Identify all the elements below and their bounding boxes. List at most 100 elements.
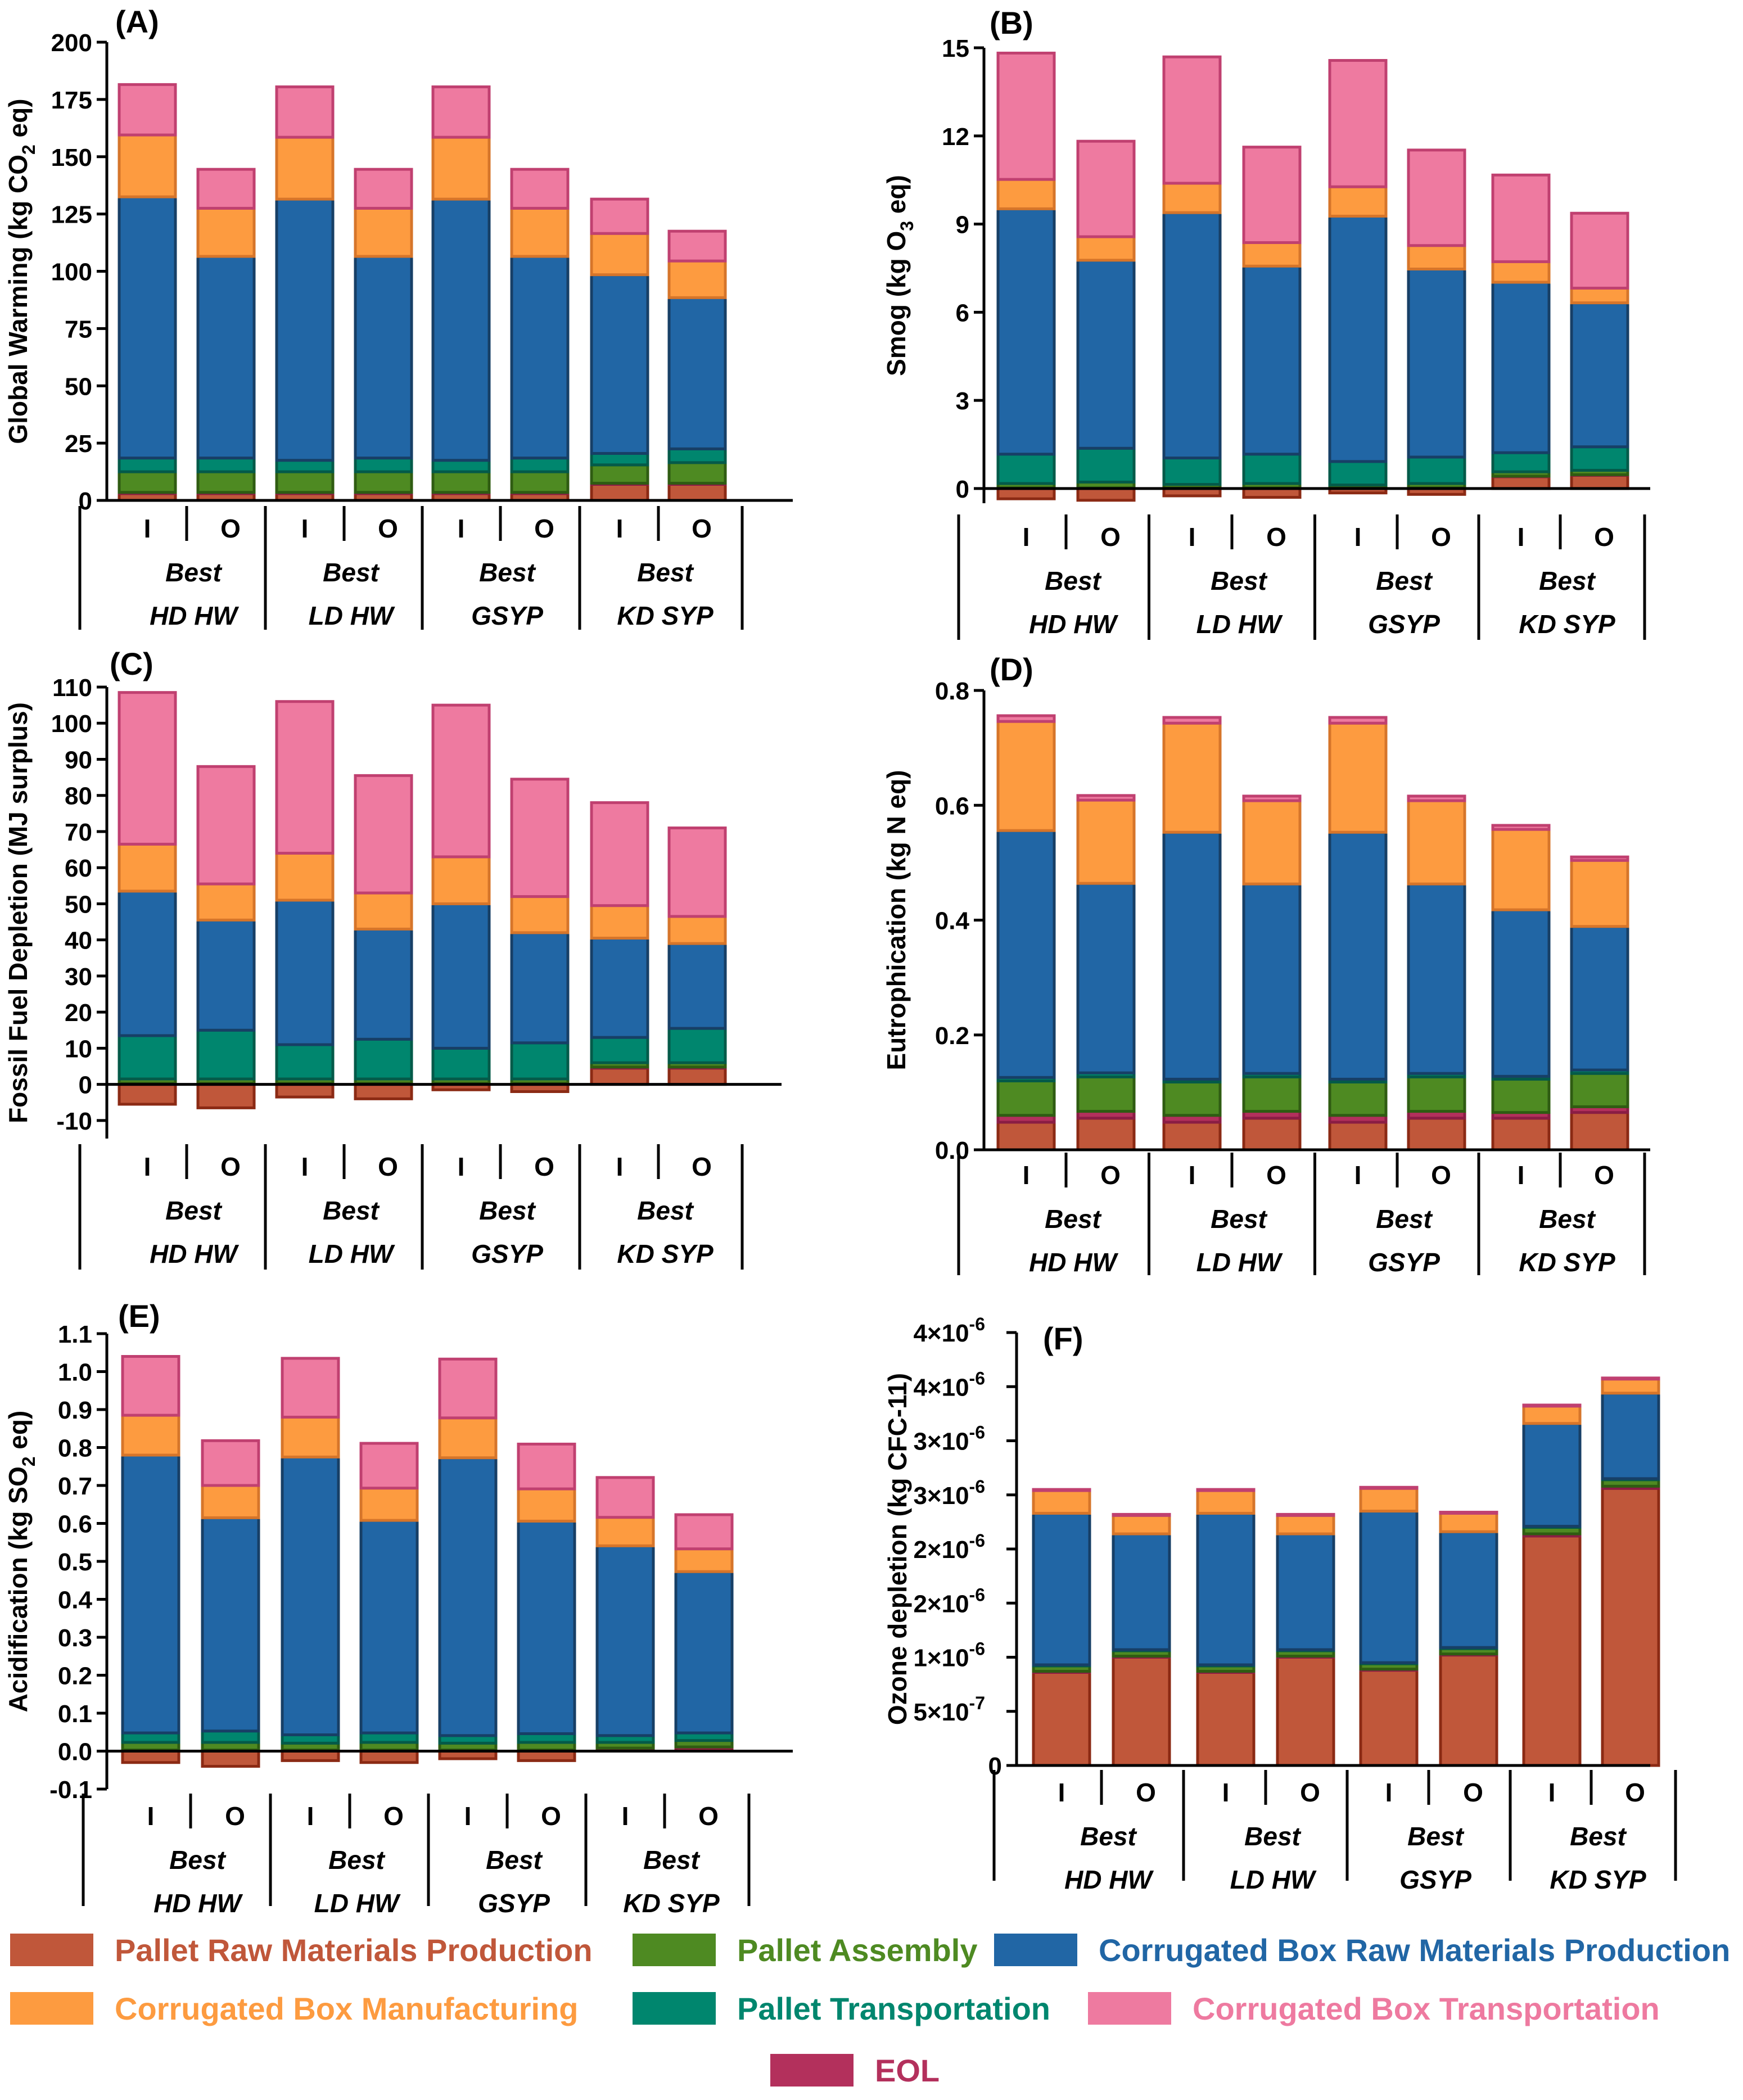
- x-group-label: KD SYP: [623, 1889, 720, 1918]
- y-tick-label: 110: [52, 674, 92, 702]
- bar-segment-box_mfg: [667, 259, 727, 299]
- legend-swatch: [1088, 1992, 1171, 2025]
- bar-segment-box_transport: [281, 1357, 340, 1419]
- bar-segment-pallet_transport: [1407, 455, 1466, 485]
- x-bar-label: I: [1222, 1778, 1230, 1807]
- legend-item-box-mfg: Corrugated Box Manufacturing: [10, 1991, 578, 2026]
- bar-segment-box_raw: [281, 1455, 340, 1736]
- bar-segment-box_raw: [517, 1519, 576, 1735]
- bar-segment-box_raw: [354, 927, 413, 1041]
- bar-segment-pallet_raw: [359, 1750, 419, 1764]
- bar-segment-pallet_raw: [1439, 1654, 1498, 1767]
- bar-segment-pallet_raw: [1328, 1121, 1388, 1151]
- bar-segment-box_mfg: [275, 852, 335, 902]
- y-tick-label: 4×10-6: [913, 1314, 985, 1347]
- x-group-sublabel: Best: [1407, 1822, 1464, 1851]
- bar-segment-pallet_assembly: [1407, 1075, 1466, 1113]
- y-tick-label: 0.4: [58, 1587, 93, 1614]
- y-tick-label: 5×10-7: [913, 1693, 985, 1726]
- y-axis-label-main: Ozone depletion (kg CFC-11): [883, 1373, 912, 1725]
- x-group-sublabel: Best: [1080, 1822, 1137, 1851]
- bar-segment-box_transport: [201, 1439, 260, 1487]
- y-tick-exponent: -6: [969, 1368, 985, 1388]
- y-tick-exponent: -6: [969, 1584, 985, 1605]
- bar-segment-box_transport: [118, 83, 177, 137]
- x-bar-label: I: [1548, 1778, 1556, 1807]
- x-bar-label: O: [378, 514, 398, 543]
- bar-segment-box_transport: [438, 1357, 498, 1420]
- bar-segment-pallet_raw: [590, 482, 649, 502]
- x-group-sublabel: Best: [1244, 1822, 1301, 1851]
- bar-segment-box_mfg: [674, 1547, 734, 1573]
- y-axis-label-sub: 2: [19, 1456, 39, 1466]
- bar-segment-box_transport: [1032, 1488, 1091, 1492]
- bar-segment-box_raw: [667, 296, 727, 450]
- x-bar-label: O: [692, 514, 712, 543]
- legend-label: Corrugated Box Raw Materials Production: [1099, 1932, 1731, 1968]
- x-group-sublabel: Best: [165, 1196, 222, 1225]
- x-bar-label: O: [1594, 522, 1614, 552]
- x-group-sublabel: Best: [1376, 1204, 1433, 1234]
- bar-segment-box_raw: [996, 207, 1056, 456]
- y-tick-label: 3×10-6: [913, 1476, 985, 1510]
- y-axis-label: Smog (kg O3 eq): [882, 175, 917, 376]
- y-tick-label: 0.8: [58, 1435, 92, 1462]
- bar-segment-box_mfg: [121, 1413, 180, 1457]
- bar-segment-pallet_raw: [121, 1750, 180, 1764]
- bar-segment-pallet_transport: [1076, 446, 1136, 484]
- y-tick-label: 80: [65, 783, 92, 810]
- bar-segment-box_raw: [438, 1456, 498, 1737]
- y-tick-label: 0.2: [935, 1022, 969, 1050]
- bar-segment-pallet_transport: [667, 447, 727, 464]
- bar-segment-box_raw: [674, 1570, 734, 1735]
- bar-segment-box_transport: [1076, 139, 1136, 238]
- bar-segment-box_mfg: [1359, 1487, 1419, 1513]
- bar-segment-box_raw: [1407, 268, 1466, 459]
- x-bar-label: O: [225, 1801, 245, 1831]
- bar-segment-box_mfg: [1407, 244, 1466, 271]
- y-tick-label: 150: [51, 144, 92, 171]
- legend-label: Pallet Assembly: [737, 1932, 978, 1968]
- y-axis-label-tail: eq): [3, 98, 33, 144]
- bar-segment-pallet_raw: [1601, 1487, 1660, 1767]
- bar-segment-pallet_raw: [196, 1083, 256, 1109]
- y-axis-label: Acidification (kg SO2 eq): [3, 1411, 39, 1713]
- legend-swatch: [10, 1934, 93, 1966]
- x-bar-label: O: [541, 1801, 561, 1831]
- bar-segment-pallet_assembly: [1162, 1080, 1222, 1117]
- y-tick-exponent: -6: [969, 1422, 985, 1443]
- bar-segment-box_raw: [1359, 1510, 1419, 1664]
- y-tick-label: 0.4: [935, 907, 970, 935]
- y-tick-label: 15: [942, 35, 969, 62]
- y-tick-label: 175: [51, 87, 92, 114]
- x-bar-label: I: [307, 1801, 314, 1831]
- bar-segment-box_raw: [996, 829, 1056, 1079]
- y-axis-label-main: Acidification (kg SO: [3, 1466, 33, 1712]
- y-tick-label: 0: [79, 1072, 92, 1099]
- x-group-sublabel: Best: [643, 1845, 700, 1875]
- x-bar-label: O: [698, 1801, 719, 1831]
- bar-segment-box_transport: [1522, 1403, 1582, 1408]
- bar-segment-pallet_raw: [1076, 1117, 1136, 1151]
- y-tick-label: 25: [65, 430, 92, 458]
- legend-label: Pallet Raw Materials Production: [115, 1932, 593, 1968]
- y-tick-label: 1.0: [58, 1359, 92, 1387]
- x-group-label: LD HW: [1196, 609, 1283, 639]
- y-tick-label: 2×10-6: [913, 1584, 985, 1618]
- x-bar-label: O: [1463, 1778, 1483, 1807]
- bar-segment-box_transport: [1491, 173, 1551, 263]
- legend-label: Corrugated Box Transportation: [1193, 1990, 1660, 2026]
- bar-segment-pallet_raw: [1276, 1656, 1335, 1767]
- x-group-sublabel: Best: [637, 558, 694, 587]
- x-bar-label: O: [378, 1152, 398, 1181]
- y-tick-label: 0.7: [58, 1473, 92, 1500]
- y-tick-mantissa: 2×10: [913, 1536, 969, 1564]
- bar-segment-box_transport: [590, 197, 649, 235]
- bar-segment-box_raw: [431, 902, 491, 1050]
- bar-segment-pallet_raw: [1359, 1669, 1419, 1767]
- x-bar-label: I: [458, 514, 465, 543]
- y-tick-label: 0.6: [935, 792, 969, 820]
- x-group-sublabel: Best: [1211, 1204, 1267, 1234]
- bar-segment-box_mfg: [354, 206, 413, 258]
